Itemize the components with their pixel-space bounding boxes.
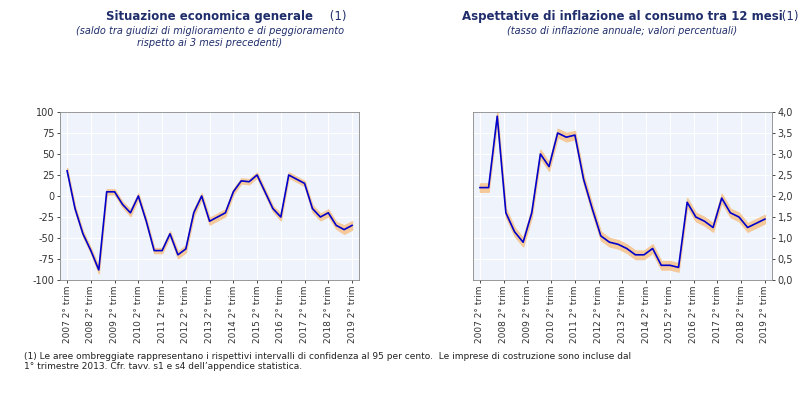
Text: (saldo tra giudizi di miglioramento e di peggioramento
rispetto ai 3 mesi preced: (saldo tra giudizi di miglioramento e di… (75, 26, 344, 48)
Text: (1) Le aree ombreggiate rappresentano i rispettivi intervalli di confidenza al 9: (1) Le aree ombreggiate rappresentano i … (24, 352, 631, 371)
Text: (1): (1) (326, 10, 346, 23)
Text: (1): (1) (778, 10, 799, 23)
Text: Situazione economica generale: Situazione economica generale (106, 10, 313, 23)
Text: Aspettative di inflazione al consumo tra 12 mesi: Aspettative di inflazione al consumo tra… (462, 10, 782, 23)
Text: (tasso di inflazione annuale; valori percentuali): (tasso di inflazione annuale; valori per… (507, 26, 738, 36)
